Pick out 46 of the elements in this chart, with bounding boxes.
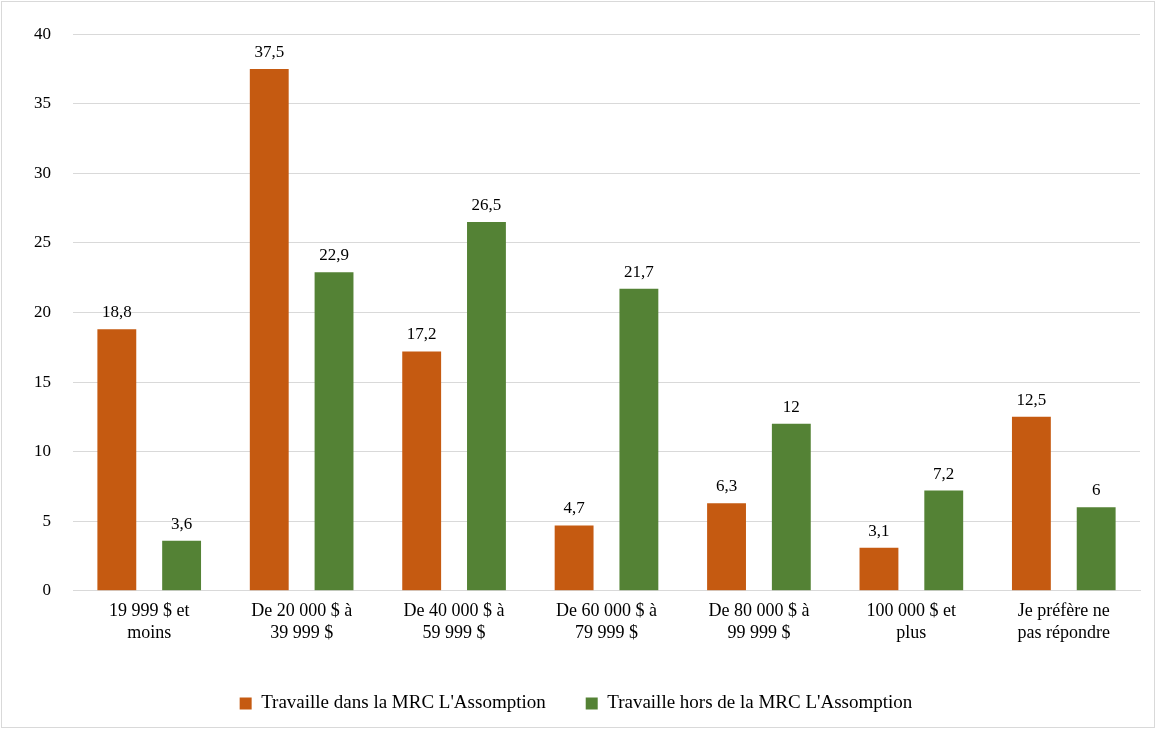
y-tick-label: 25 <box>34 232 51 252</box>
x-tick-label: De 60 000 $ à 79 999 $ <box>556 600 657 642</box>
text: 6,3 <box>715 476 738 496</box>
x-tick-label: Je préfère ne pas répondre <box>1017 600 1111 642</box>
bar <box>97 329 137 591</box>
text: 26,5 <box>471 195 502 215</box>
legend-label: Travaille dans la MRC L'Assomption <box>261 691 547 713</box>
text: 21,7 <box>624 261 654 281</box>
bar <box>1076 507 1116 591</box>
text: 37,5 <box>254 41 285 61</box>
bar <box>162 540 202 591</box>
text: 7,2 <box>933 463 955 483</box>
bar <box>924 490 964 591</box>
legend-label: Travaille hors de la MRC L'Assomption <box>607 691 913 713</box>
text: 4,7 <box>563 498 585 518</box>
bar <box>249 68 289 591</box>
y-tick-label: 30 <box>34 162 51 182</box>
x-tick-label: De 20 000 $ à 39 999 $ <box>251 600 353 642</box>
bar <box>771 423 811 591</box>
text: 6 <box>1091 480 1101 500</box>
y-tick-label: 5 <box>42 510 51 530</box>
x-tick-label: 19 999 $ et moins <box>108 600 190 642</box>
bar <box>1011 416 1051 591</box>
text: 3,1 <box>868 520 890 540</box>
text: 3,6 <box>170 513 193 533</box>
x-tick-label: De 80 000 $ à 99 999 $ <box>708 600 810 642</box>
y-tick-label: 40 <box>34 23 51 43</box>
text: 22,9 <box>319 245 349 265</box>
y-tick-label: 15 <box>34 371 51 391</box>
y-tick-label: 0 <box>42 580 51 600</box>
bar <box>314 272 354 591</box>
text: 12,5 <box>1016 389 1047 409</box>
x-tick-label: De 40 000 $ à 59 999 $ <box>403 600 505 642</box>
x-tick-label: 100 000 $ et plus <box>866 600 957 642</box>
bar <box>619 288 659 591</box>
text: 17,2 <box>406 324 437 344</box>
y-tick-label: 10 <box>34 441 51 461</box>
bar <box>707 503 746 591</box>
bar <box>554 525 594 591</box>
bar <box>467 222 506 591</box>
text: 18,8 <box>101 302 132 322</box>
y-tick-label: 35 <box>34 93 51 113</box>
bar <box>859 547 899 591</box>
bar <box>402 351 442 591</box>
text: 12 <box>782 396 800 416</box>
y-tick-label: 20 <box>34 301 51 321</box>
